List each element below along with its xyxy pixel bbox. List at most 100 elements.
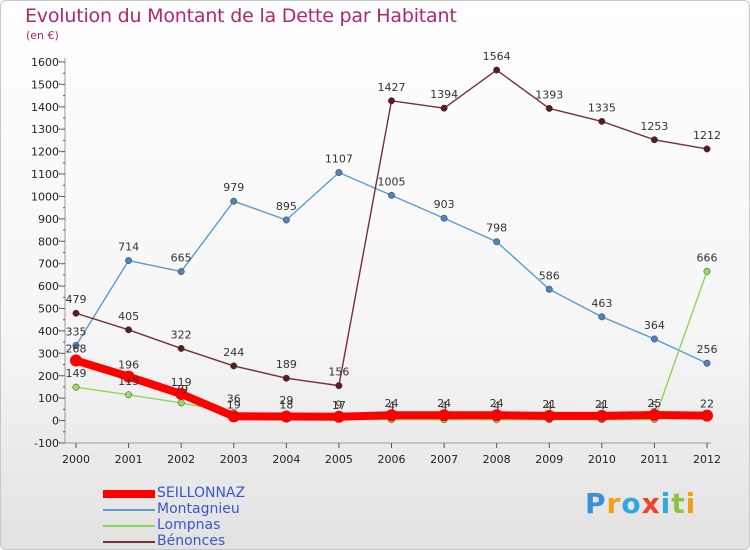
data-point [125,326,133,334]
y-tick-label: 1100 [31,168,59,181]
data-point [440,104,448,112]
x-tick-label: 2012 [693,453,721,466]
x-tick-label: 2008 [483,453,511,466]
axis-dot [59,329,61,332]
data-label: 4 [546,400,553,413]
data-point [125,257,133,265]
data-point [598,313,606,321]
data-label: 1253 [640,120,668,133]
y-tick-label: 900 [38,213,59,226]
axis-dot [59,419,61,422]
data-label: 156 [328,366,349,379]
data-label: 22 [700,398,714,411]
legend-label: Montagnieu [157,501,240,517]
data-point [543,409,556,422]
logo-letter: t [671,487,686,520]
data-point [545,104,553,112]
data-point [282,216,290,224]
data-point [230,362,238,370]
data-point [490,409,503,422]
legend-label: Bénonces [157,533,226,549]
data-label: 798 [486,222,507,235]
logo-letter: o [621,487,642,520]
legend-swatch [103,490,155,498]
data-point [703,359,711,367]
data-label: 21 [542,398,556,411]
data-label: 24 [490,397,504,410]
y-tick-label: 1200 [31,146,59,159]
data-point [650,335,658,343]
data-label: 115 [118,375,139,388]
data-label: 1005 [378,175,406,188]
logo-letter: x [641,487,661,520]
axis-dot [59,105,61,108]
y-tick-label: 1000 [31,190,59,203]
legend-label: Lompnas [157,517,221,533]
data-label: 4 [493,400,500,413]
x-tick-label: 2007 [430,453,458,466]
data-point [648,408,661,421]
data-label: 119 [171,376,192,389]
axes: -100 0 100 200 300 400 500 600 700 800 900 1000 1100… [31,56,721,466]
data-point [177,344,185,352]
legend-swatch [103,525,155,527]
data-label: 665 [171,252,192,265]
data-point [335,169,343,176]
data-point [650,136,658,144]
data-point [175,387,188,400]
data-label: 5 [651,399,658,412]
axis-dot [59,262,61,265]
data-label: 4 [441,400,448,413]
data-label: 364 [644,319,665,332]
data-label: 322 [171,328,192,341]
axis-dot [59,150,61,153]
y-tick-label: 0 [52,415,59,428]
axis-dot [59,374,61,377]
axis-dot [59,128,61,130]
x-tick-label: 2011 [640,453,668,466]
axis-dot [59,442,61,444]
data-label: 1212 [693,129,721,142]
data-point [72,383,80,391]
data-label: 149 [66,367,87,380]
x-tick-label: 2004 [272,453,300,466]
y-tick-label: 300 [38,347,59,360]
data-label: 405 [118,310,139,323]
data-point [280,410,293,423]
data-point [595,409,608,422]
data-label: 463 [591,297,612,310]
data-label: 1394 [430,88,458,101]
data-label: 29 [279,394,293,407]
data-label: 9 [335,399,342,412]
data-point [493,66,501,74]
x-tick-label: 2002 [167,453,195,466]
x-tick-label: 2000 [62,453,90,466]
x-tick-label: 2006 [378,453,406,466]
data-label: 1107 [325,152,353,165]
data-label: 895 [276,200,297,213]
y-tick-label: 800 [38,235,59,248]
axis-dot [59,61,61,63]
data-label: 666 [697,251,718,264]
data-label: 1335 [588,101,616,114]
data-label: 25 [647,397,661,410]
data-point [125,391,133,399]
axis-dot [59,397,61,399]
data-point [545,285,553,293]
data-label: 714 [118,241,139,254]
proxiti-logo: Proxiti [585,487,696,520]
data-label: 196 [118,359,139,372]
data-label: 21 [595,398,609,411]
data-label: 24 [385,397,399,410]
axis-dot [59,307,61,310]
legend-swatch [103,509,155,511]
logo-letter: r [606,487,622,520]
data-point [72,342,80,349]
y-tick-label: -100 [34,437,59,450]
data-point [332,410,345,423]
y-tick-label: 700 [38,258,59,271]
data-point [335,382,343,390]
data-label: 1427 [378,81,406,94]
data-point [440,214,448,222]
